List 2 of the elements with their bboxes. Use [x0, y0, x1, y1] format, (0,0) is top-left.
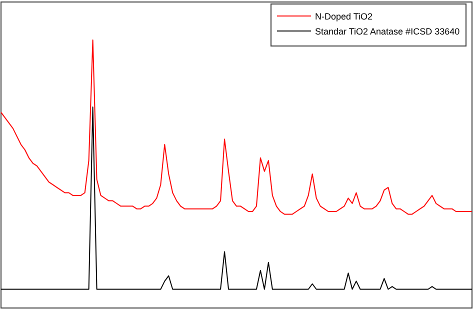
legend-label: Standar TiO2 Anatase #ICSD 33640 — [315, 26, 460, 36]
legend-label: N-Doped TiO2 — [315, 12, 373, 22]
